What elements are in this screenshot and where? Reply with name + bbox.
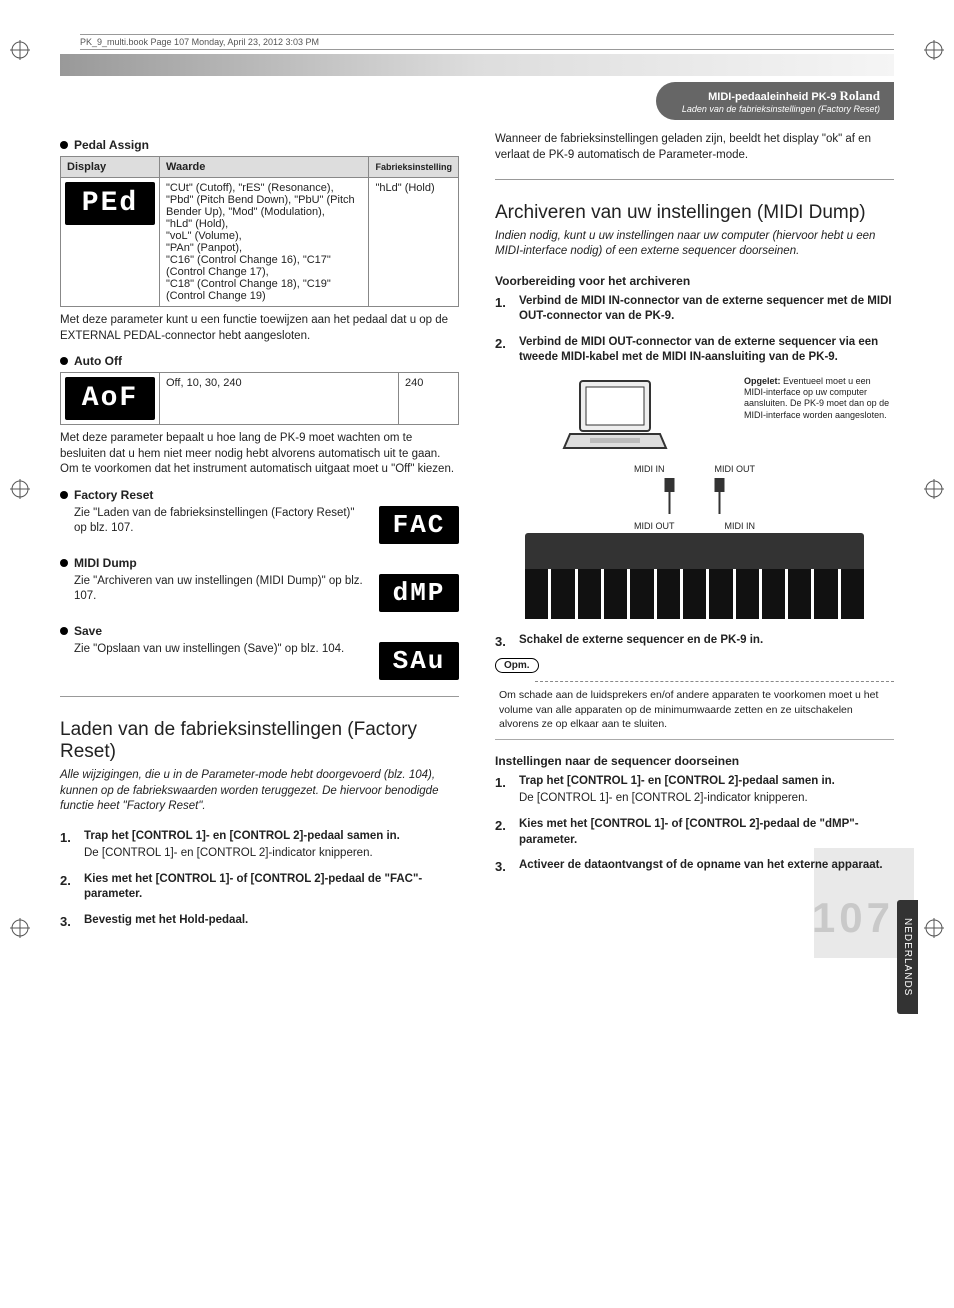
doc-header: MIDI-pedaaleinheid PK-9 Roland Laden van… bbox=[60, 82, 894, 120]
step-title: Verbind de MIDI IN-connector van de exte… bbox=[519, 294, 894, 325]
midi-dump-ref: Zie "Archiveren van uw instellingen (MID… bbox=[60, 574, 369, 605]
prep-heading: Voorbereiding voor het archiveren bbox=[495, 274, 894, 288]
crop-mark-icon bbox=[924, 479, 944, 499]
display-fac: FAC bbox=[379, 506, 459, 544]
save-heading: Save bbox=[60, 624, 459, 638]
factory-reset-ref: Zie "Laden van de fabrieksinstellingen (… bbox=[60, 506, 369, 537]
send-steps: Trap het [CONTROL 1]- en [CONTROL 2]-ped… bbox=[495, 774, 894, 874]
step-title: Schakel de externe sequencer en de PK-9 … bbox=[519, 633, 894, 649]
factory-steps: Trap het [CONTROL 1]- en [CONTROL 2]-ped… bbox=[60, 829, 459, 929]
right-column: Wanneer de fabrieksinstellingen geladen … bbox=[495, 128, 894, 938]
step-title: Bevestig met het Hold-pedaal. bbox=[84, 913, 459, 929]
midi-connection-diagram: Opgelet: Eventueel moet u een MIDI-inter… bbox=[495, 376, 894, 619]
opgelet-label: Opgelet: bbox=[744, 376, 781, 386]
archive-section-title: Archiveren van uw instellingen (MIDI Dum… bbox=[495, 202, 894, 225]
display-dmp: dMP bbox=[379, 574, 459, 612]
language-tab: NEDERLANDS bbox=[897, 900, 918, 1014]
step-body: De [CONTROL 1]- en [CONTROL 2]-indicator… bbox=[84, 847, 373, 859]
step-title: Trap het [CONTROL 1]- en [CONTROL 2]-ped… bbox=[519, 774, 894, 790]
laptop-icon bbox=[560, 376, 670, 456]
crop-mark-icon bbox=[10, 40, 30, 60]
gradient-bar bbox=[60, 54, 894, 76]
auto-off-heading: Auto Off bbox=[60, 354, 459, 368]
step-title: Kies met het [CONTROL 1]- of [CONTROL 2]… bbox=[519, 817, 894, 848]
midi-out-label: MIDI OUT bbox=[715, 464, 756, 474]
sub-rule bbox=[495, 739, 894, 740]
doc-title-prefix: MIDI-pedaaleinheid PK-9 bbox=[708, 91, 839, 103]
table-cell-default: 240 bbox=[399, 373, 459, 425]
dashed-rule bbox=[535, 681, 894, 682]
auto-off-desc: Met deze parameter bepaalt u hoe lang de… bbox=[60, 431, 459, 478]
prep-step3: Schakel de externe sequencer en de PK-9 … bbox=[495, 633, 894, 649]
display-sau: SAu bbox=[379, 642, 459, 680]
section-divider bbox=[60, 696, 459, 697]
right-intro: Wanneer de fabrieksinstellingen geladen … bbox=[495, 132, 894, 163]
midi-cable-icon bbox=[495, 476, 894, 516]
pk9-body-icon bbox=[525, 533, 864, 569]
factory-section-lead: Alle wijzigingen, die u in de Parameter-… bbox=[60, 768, 459, 815]
doc-subtitle: Laden van de fabrieksinstellingen (Facto… bbox=[682, 104, 880, 114]
factory-reset-heading: Factory Reset bbox=[60, 488, 459, 502]
table-cell-default: "hLd" (Hold) bbox=[369, 178, 459, 307]
step-title: Trap het [CONTROL 1]- en [CONTROL 2]-ped… bbox=[84, 829, 459, 845]
step-title: Activeer de dataontvangst of de opname v… bbox=[519, 858, 894, 874]
midi-in-label: MIDI IN bbox=[634, 464, 665, 474]
book-header: PK_9_multi.book Page 107 Monday, April 2… bbox=[80, 34, 894, 50]
save-ref: Zie "Opslaan van uw instellingen (Save)"… bbox=[60, 642, 369, 658]
opm-label: Opm. bbox=[495, 658, 539, 673]
factory-section-title: Laden van de fabrieksinstellingen (Facto… bbox=[60, 719, 459, 765]
section-divider bbox=[495, 179, 894, 180]
table-header: Waarde bbox=[160, 157, 369, 178]
midi-in-label: MIDI IN bbox=[725, 521, 756, 531]
auto-off-table: AoF Off, 10, 30, 240 240 bbox=[60, 372, 459, 425]
table-cell-value: Off, 10, 30, 240 bbox=[160, 373, 399, 425]
left-column: Pedal Assign Display Waarde Fabrieksinst… bbox=[60, 128, 459, 938]
crop-mark-icon bbox=[10, 479, 30, 499]
pedal-assign-table: Display Waarde Fabrieksinstelling PEd "C… bbox=[60, 156, 459, 307]
crop-mark-icon bbox=[924, 918, 944, 938]
crop-mark-icon bbox=[10, 918, 30, 938]
page-number: 107 bbox=[812, 894, 894, 942]
table-cell-value: "CUt" (Cutoff), "rES" (Resonance), "Pbd"… bbox=[160, 178, 369, 307]
pk9-pedals-icon bbox=[525, 569, 864, 619]
table-header: Fabrieksinstelling bbox=[369, 157, 459, 178]
midi-out-label: MIDI OUT bbox=[634, 521, 675, 531]
table-header: Display bbox=[61, 157, 160, 178]
step-title: Verbind de MIDI OUT-connector van de ext… bbox=[519, 335, 894, 366]
prep-steps: Verbind de MIDI IN-connector van de exte… bbox=[495, 294, 894, 366]
pedal-assign-desc: Met deze parameter kunt u een functie to… bbox=[60, 313, 459, 344]
pedal-assign-heading: Pedal Assign bbox=[60, 138, 459, 152]
midi-dump-heading: MIDI Dump bbox=[60, 556, 459, 570]
step-title: Kies met het [CONTROL 1]- of [CONTROL 2]… bbox=[84, 872, 459, 903]
display-aof: AoF bbox=[65, 377, 155, 420]
archive-section-lead: Indien nodig, kunt u uw instellingen naa… bbox=[495, 229, 894, 260]
crop-mark-icon bbox=[924, 40, 944, 60]
opm-text: Om schade aan de luidsprekers en/of ande… bbox=[495, 688, 894, 731]
step-body: De [CONTROL 1]- en [CONTROL 2]-indicator… bbox=[519, 792, 808, 804]
send-heading: Instellingen naar de sequencer doorseine… bbox=[495, 754, 894, 768]
brand-logo: Roland bbox=[840, 88, 880, 103]
display-ped: PEd bbox=[65, 182, 155, 225]
